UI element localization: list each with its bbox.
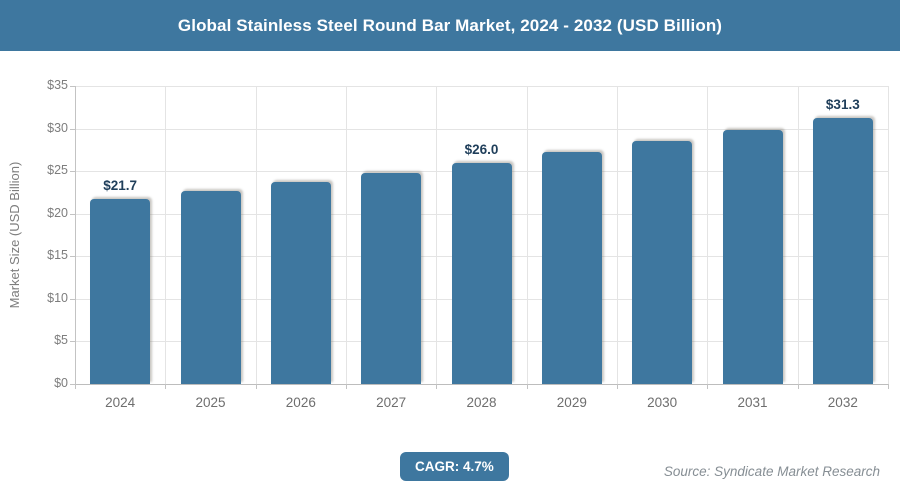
x-tick-label: 2024 (105, 395, 136, 410)
x-axis-line (75, 384, 888, 385)
bar-value-label: $31.3 (825, 96, 860, 112)
x-axis-tick (165, 384, 167, 389)
bar (270, 182, 331, 384)
y-axis-line (75, 86, 76, 384)
y-axis-title: Market Size (USD Billion) (7, 161, 22, 309)
x-tick-label: 2026 (285, 395, 316, 410)
x-tick-label: 2032 (827, 395, 858, 410)
x-axis-tick (797, 384, 799, 389)
y-tick-label: $25 (47, 163, 68, 178)
y-axis-tick (70, 256, 75, 258)
x-axis-tick (346, 384, 347, 389)
bar (361, 172, 422, 384)
gridline-vertical (888, 86, 889, 384)
bar (451, 162, 512, 384)
bar (632, 141, 693, 384)
x-axis-tick (255, 384, 257, 389)
cagr-badge: CAGR: 4.7% (400, 452, 509, 481)
gridline-vertical (707, 86, 709, 384)
gridline-vertical (165, 86, 167, 384)
bar-value-label: $21.7 (103, 178, 138, 194)
x-axis-tick (707, 384, 709, 389)
y-axis-tick (70, 384, 75, 385)
y-tick-label: $0 (54, 376, 68, 390)
source-attribution: Source: Syndicate Market Research (663, 464, 880, 479)
x-tick-label: 2030 (647, 395, 678, 410)
y-axis-tick (70, 128, 75, 130)
x-tick-label: 2028 (466, 395, 497, 410)
gridline-vertical (617, 86, 618, 384)
x-axis-tick (75, 384, 76, 389)
x-tick-label: 2029 (556, 395, 587, 410)
y-axis-tick (70, 341, 75, 343)
x-tick-label: 2031 (737, 395, 768, 410)
bar (722, 130, 783, 384)
y-axis-tick (70, 298, 75, 300)
gridline-vertical (436, 86, 438, 384)
gridline-vertical (346, 86, 347, 384)
x-tick-label: 2025 (195, 395, 226, 410)
bar (90, 199, 151, 384)
bar (541, 152, 602, 384)
gridline-vertical (526, 86, 528, 384)
bar-value-label: $26.0 (464, 141, 499, 157)
y-tick-label: $10 (47, 290, 68, 305)
gridline-horizontal (75, 128, 888, 130)
y-axis-tick (70, 171, 75, 173)
y-tick-label: $35 (47, 78, 68, 92)
x-axis-tick (526, 384, 528, 389)
x-axis-tick (888, 384, 889, 389)
y-axis-tick (70, 213, 75, 215)
y-tick-label: $20 (47, 205, 68, 220)
y-tick-label: $15 (47, 248, 68, 263)
x-tick-label: 2027 (376, 395, 407, 410)
y-tick-label: $30 (47, 120, 68, 135)
x-axis-tick (436, 384, 438, 389)
y-tick-label: $5 (54, 333, 68, 348)
y-axis-tick (70, 86, 75, 87)
gridline-horizontal (75, 86, 888, 87)
bar (180, 190, 241, 384)
gridline-vertical (797, 86, 799, 384)
chart-title: Global Stainless Steel Round Bar Market,… (0, 0, 900, 51)
bar (812, 117, 873, 384)
gridline-vertical (255, 86, 257, 384)
x-axis-tick (617, 384, 618, 389)
